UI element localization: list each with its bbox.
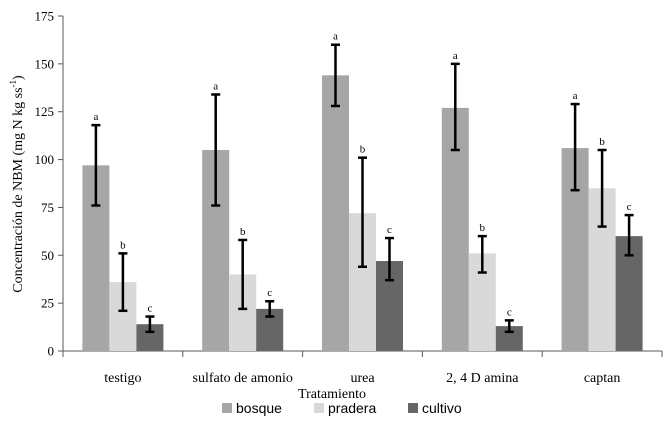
legend-label-pradera: pradera: [328, 400, 376, 416]
legend-label-bosque: bosque: [236, 400, 282, 416]
significance-letter: c: [507, 306, 512, 318]
bar-bosque: [322, 75, 349, 351]
y-axis-title: Concentración de NBM (mg N kg ss-1): [8, 75, 26, 293]
legend: bosque pradera cultivo: [222, 400, 462, 416]
y-axis-title-close: ): [11, 75, 26, 80]
y-tick-label: 125: [35, 104, 55, 119]
significance-letter: c: [147, 303, 152, 315]
legend-swatch-pradera: [314, 403, 324, 413]
y-tick-label: 150: [35, 56, 55, 71]
significance-letter: c: [267, 287, 272, 299]
y-tick-label: 100: [35, 152, 55, 167]
y-tick-label: 175: [35, 9, 55, 24]
significance-letter: c: [627, 201, 632, 213]
x-axis-ticks: [62, 351, 663, 357]
y-tick-label: 75: [41, 200, 54, 215]
y-axis-ticks: 0 25 50 75 100 125 150 175: [35, 9, 63, 359]
significance-letter: a: [573, 90, 578, 102]
legend-swatch-bosque: [222, 403, 232, 413]
y-axis-title-superscript: -1: [8, 80, 18, 88]
x-tick-label: 2, 4 D amina: [446, 371, 519, 386]
significance-letter: a: [333, 31, 338, 43]
significance-letter: b: [480, 222, 486, 234]
y-axis-title-main: Concentración de NBM (mg N kg ss: [11, 87, 26, 292]
significance-letter: a: [213, 80, 218, 92]
significance-letter: b: [360, 144, 366, 156]
significance-letter: c: [387, 224, 392, 236]
x-tick-label: urea: [350, 371, 375, 386]
error-bars-group: [91, 43, 634, 334]
x-tick-label: sulfato de amonio: [193, 371, 293, 386]
y-tick-label: 25: [41, 296, 54, 311]
x-tick-label: testigo: [104, 371, 141, 386]
category-labels-group: testigo sulfato de amonio urea 2, 4 D amina…: [104, 371, 620, 386]
legend-label-cultivo: cultivo: [422, 400, 462, 416]
y-tick-label: 0: [48, 344, 55, 359]
significance-letters-group: a b c a b c a b c a b c a b c: [93, 31, 631, 319]
significance-letter: b: [240, 226, 246, 238]
significance-letter: b: [599, 136, 605, 148]
legend-swatch-cultivo: [408, 403, 418, 413]
significance-letter: a: [453, 50, 458, 62]
significance-letter: a: [93, 111, 98, 123]
y-tick-label: 50: [41, 248, 54, 263]
x-tick-label: captan: [584, 371, 621, 386]
significance-letter: b: [120, 239, 126, 251]
x-axis-title: Tratamiento: [298, 387, 366, 402]
